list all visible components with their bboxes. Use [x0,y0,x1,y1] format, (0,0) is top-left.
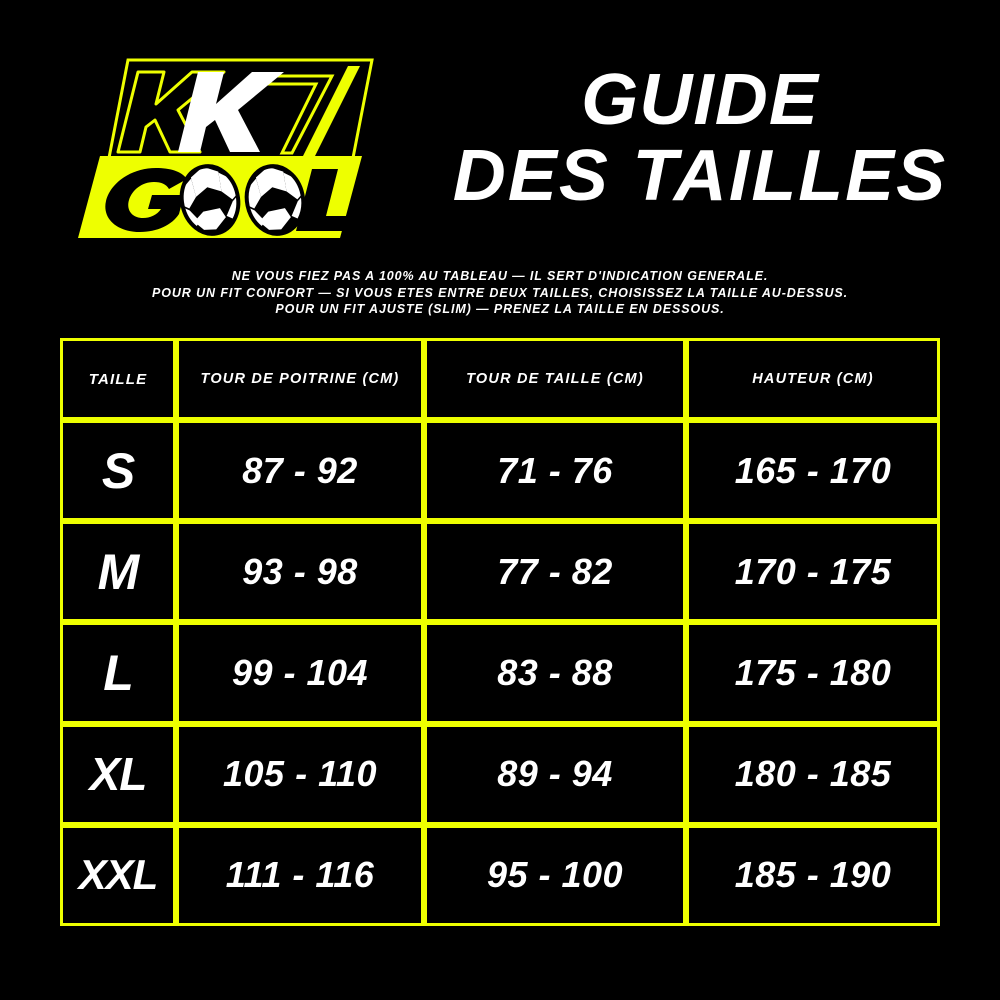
cell-size: XL [60,723,176,825]
column-header-chest-label: TOUR DE POITRINE (CM) [200,371,400,387]
table-row: XL 105 - 110 89 - 94 180 - 185 [60,723,940,825]
table-header-row: TAILLE TOUR DE POITRINE (CM) TOUR DE TAI… [60,338,940,420]
cell-chest: 105 - 110 [176,723,424,825]
guidance-notes: NE VOUS FIEZ PAS A 100% AU TABLEAU — IL … [0,268,1000,318]
column-header-waist-label: TOUR DE TAILLE (CM) [466,371,644,387]
logo-slash-icon [298,66,360,166]
cell-chest: 87 - 92 [176,420,424,522]
cell-waist: 71 - 76 [424,420,686,522]
column-header-height: HAUTEUR (CM) [686,338,940,420]
page-title-line-1: GUIDE [581,60,819,140]
column-header-chest: TOUR DE POITRINE (CM) [176,338,424,420]
size-table-body: S 87 - 92 71 - 76 165 - 170 M [60,420,940,926]
cell-height: 170 - 175 [686,521,940,623]
guidance-note-3: POUR UN FIT AJUSTE (SLIM) — PRENEZ LA TA… [275,302,725,316]
brand-logo [60,48,400,248]
size-label: XL [89,748,148,801]
size-table-container: TAILLE TOUR DE POITRINE (CM) TOUR DE TAI… [60,338,940,926]
height-value: 185 - 190 [734,854,892,896]
cell-size: M [60,521,176,623]
column-header-height-label: HAUTEUR (CM) [752,371,874,387]
size-table-head: TAILLE TOUR DE POITRINE (CM) TOUR DE TAI… [60,338,940,420]
waist-value: 71 - 76 [497,449,613,491]
cell-height: 165 - 170 [686,420,940,522]
cell-chest: 99 - 104 [176,622,424,724]
cell-waist: 77 - 82 [424,521,686,623]
cell-size: XXL [60,824,176,926]
table-row: S 87 - 92 71 - 76 165 - 170 [60,420,940,522]
column-header-waist: TOUR DE TAILLE (CM) [424,338,686,420]
logo-letter-l-icon [296,169,356,231]
waist-value: 77 - 82 [497,550,613,592]
size-label: XXL [78,851,159,899]
logo-soccer-ball-icon-2 [244,164,309,236]
size-table: TAILLE TOUR DE POITRINE (CM) TOUR DE TAI… [60,338,940,926]
chest-value: 93 - 98 [242,550,358,592]
page-title-line-2: DES TAILLES [452,136,948,217]
size-label: M [97,543,140,600]
cell-height: 175 - 180 [686,622,940,724]
chest-value: 99 - 104 [231,651,369,693]
chest-value: 111 - 116 [225,854,375,896]
cell-size: S [60,420,176,522]
cell-height: 185 - 190 [686,824,940,926]
cell-size: L [60,622,176,724]
cell-chest: 93 - 98 [176,521,424,623]
column-header-size: TAILLE [60,338,176,420]
table-row: XXL 111 - 116 95 - 100 185 - 190 [60,824,940,926]
size-label: L [103,644,134,701]
height-value: 175 - 180 [734,651,892,693]
cell-height: 180 - 185 [686,723,940,825]
column-header-size-label: TAILLE [88,370,148,388]
logo-letter-g-icon [105,168,187,232]
chest-value: 87 - 92 [242,449,358,491]
waist-value: 83 - 88 [497,651,613,693]
guidance-note-2: POUR UN FIT CONFORT — SI VOUS ETES ENTRE… [152,285,848,300]
waist-value: 89 - 94 [497,753,613,795]
logo-k-solid-icon [178,72,284,152]
table-row: L 99 - 104 83 - 88 175 - 180 [60,622,940,724]
cell-waist: 89 - 94 [424,723,686,825]
size-label: S [101,442,135,499]
guidance-note-1: NE VOUS FIEZ PAS A 100% AU TABLEAU — IL … [231,269,769,283]
waist-value: 95 - 100 [486,854,624,896]
height-value: 165 - 170 [734,449,892,491]
cell-chest: 111 - 116 [176,824,424,926]
cell-waist: 83 - 88 [424,622,686,724]
height-value: 170 - 175 [734,550,892,592]
cell-waist: 95 - 100 [424,824,686,926]
chest-value: 105 - 110 [223,753,377,795]
height-value: 180 - 185 [734,753,892,795]
logo-soccer-ball-icon-1 [179,164,244,236]
table-row: M 93 - 98 77 - 82 170 - 175 [60,521,940,623]
page-title: GUIDE DES TAILLES [430,64,970,213]
logo-artwork [78,58,374,238]
page-header: GUIDE DES TAILLES [0,0,1000,258]
